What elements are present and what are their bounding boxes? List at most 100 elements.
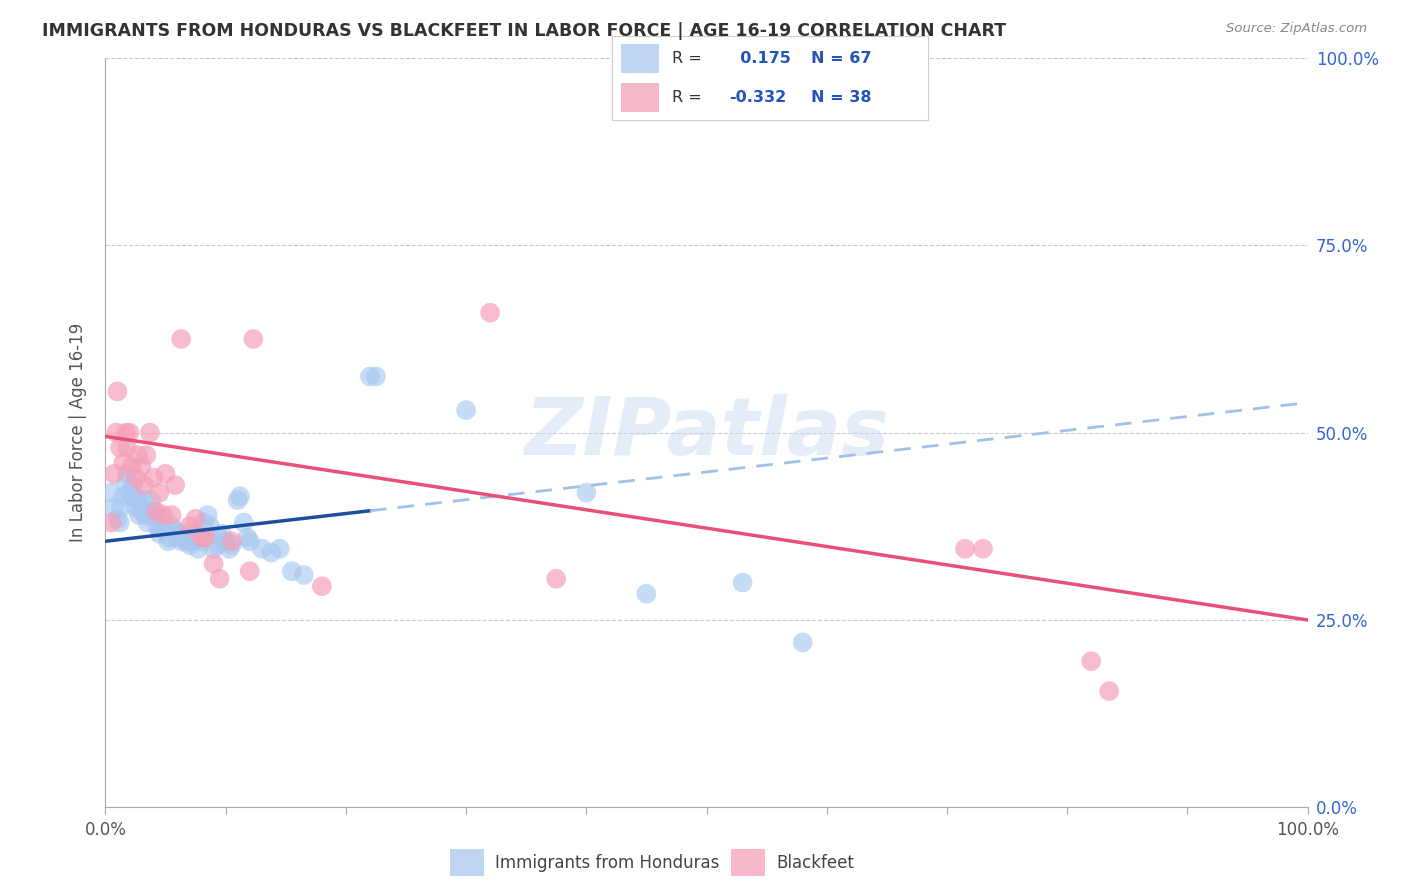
- Point: [112, 489, 135, 503]
- Point: [132, 478, 155, 492]
- Point: [145, 504, 167, 518]
- Point: [108, 441, 131, 455]
- Point: [546, 572, 568, 586]
- Point: [100, 516, 122, 530]
- Point: [107, 384, 129, 399]
- Point: [100, 485, 122, 500]
- Point: [1080, 654, 1102, 668]
- Point: [214, 534, 236, 549]
- Point: [122, 478, 145, 492]
- Point: [169, 526, 191, 541]
- Text: Immigrants from Honduras: Immigrants from Honduras: [495, 854, 720, 871]
- Point: [292, 568, 315, 582]
- Point: [211, 526, 233, 541]
- Text: IMMIGRANTS FROM HONDURAS VS BLACKFEET IN LABOR FORCE | AGE 16-19 CORRELATION CHA: IMMIGRANTS FROM HONDURAS VS BLACKFEET IN…: [42, 22, 1007, 40]
- Point: [1098, 684, 1121, 698]
- Point: [118, 485, 141, 500]
- Point: [190, 534, 212, 549]
- Point: [972, 541, 994, 556]
- Point: [174, 534, 197, 549]
- Point: [184, 526, 207, 541]
- Point: [202, 541, 225, 556]
- Point: [131, 504, 153, 518]
- Point: [103, 467, 125, 481]
- Point: [112, 456, 135, 470]
- FancyBboxPatch shape: [621, 44, 659, 73]
- Point: [136, 516, 159, 530]
- Point: [139, 508, 162, 522]
- Point: [479, 306, 502, 320]
- Point: [636, 587, 658, 601]
- Point: [105, 425, 128, 440]
- Point: [115, 441, 138, 455]
- Point: [124, 500, 146, 515]
- Point: [359, 369, 381, 384]
- Text: N = 38: N = 38: [811, 90, 872, 105]
- Point: [170, 332, 193, 346]
- Point: [226, 493, 249, 508]
- Point: [163, 523, 186, 537]
- FancyBboxPatch shape: [450, 849, 484, 876]
- Point: [197, 508, 219, 522]
- Point: [152, 508, 174, 522]
- Point: [208, 531, 231, 545]
- Point: [236, 531, 259, 545]
- FancyBboxPatch shape: [731, 849, 765, 876]
- Text: Blackfeet: Blackfeet: [776, 854, 853, 871]
- Point: [131, 459, 153, 474]
- Point: [127, 493, 149, 508]
- Point: [179, 538, 201, 552]
- Point: [160, 519, 183, 533]
- Point: [454, 403, 477, 417]
- Point: [118, 425, 141, 440]
- Point: [170, 534, 193, 549]
- Point: [160, 508, 183, 522]
- Point: [198, 519, 221, 533]
- Point: [155, 523, 177, 537]
- Point: [121, 489, 143, 503]
- Point: [242, 332, 264, 346]
- Point: [239, 564, 262, 578]
- Point: [173, 531, 195, 545]
- Point: [181, 534, 204, 549]
- Text: 0.175: 0.175: [728, 51, 790, 66]
- Point: [311, 579, 333, 593]
- Point: [179, 519, 201, 533]
- Point: [115, 425, 138, 440]
- Point: [132, 493, 155, 508]
- Point: [190, 531, 212, 545]
- Point: [165, 478, 187, 492]
- Point: [202, 557, 225, 571]
- FancyBboxPatch shape: [621, 83, 659, 112]
- Point: [145, 512, 167, 526]
- Point: [281, 564, 304, 578]
- Point: [139, 425, 162, 440]
- Point: [229, 489, 252, 503]
- Point: [575, 485, 598, 500]
- Point: [110, 500, 132, 515]
- Text: Source: ZipAtlas.com: Source: ZipAtlas.com: [1226, 22, 1367, 36]
- Point: [115, 467, 138, 481]
- Point: [128, 508, 150, 522]
- Point: [184, 512, 207, 526]
- Point: [221, 534, 243, 549]
- Text: -0.332: -0.332: [728, 90, 786, 105]
- Text: N = 67: N = 67: [811, 51, 872, 66]
- Text: R =: R =: [672, 51, 707, 66]
- Point: [187, 541, 209, 556]
- Point: [176, 526, 198, 541]
- Point: [142, 470, 165, 484]
- Point: [134, 508, 156, 522]
- Point: [260, 545, 283, 559]
- Point: [127, 448, 149, 462]
- Point: [221, 538, 243, 552]
- Point: [150, 523, 173, 537]
- Point: [232, 516, 254, 530]
- Point: [208, 572, 231, 586]
- Point: [239, 534, 262, 549]
- Point: [731, 575, 754, 590]
- Point: [148, 485, 170, 500]
- Point: [103, 500, 125, 515]
- Point: [146, 519, 169, 533]
- Point: [157, 531, 180, 545]
